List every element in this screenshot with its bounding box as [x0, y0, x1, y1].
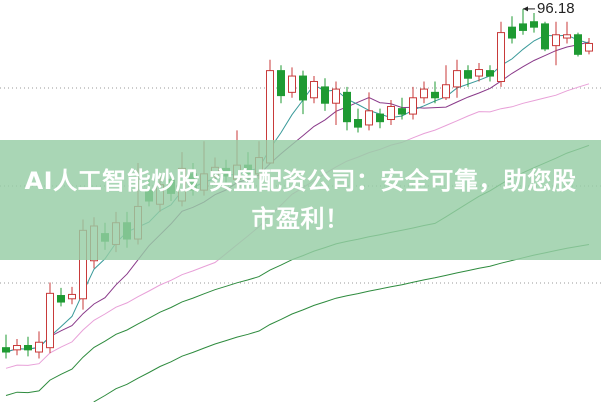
candle-up — [475, 69, 483, 77]
candle-down — [2, 347, 10, 353]
banner-title-line2: 市盈利！ — [251, 205, 350, 233]
candle-down — [321, 86, 329, 104]
candle-up — [288, 75, 296, 93]
high-marker-arrow-icon — [523, 6, 528, 12]
candle-down — [343, 91, 351, 123]
candle-up — [13, 345, 21, 351]
candle-up — [387, 105, 395, 121]
candle-up — [46, 292, 54, 349]
candle-up — [365, 110, 373, 126]
candle-up — [68, 293, 76, 300]
candle-up — [497, 32, 505, 82]
candle-up — [585, 42, 593, 52]
candle-up — [420, 88, 428, 99]
candle-down — [354, 119, 362, 128]
candle-down — [541, 23, 549, 50]
candle-up — [332, 88, 340, 104]
candle-up — [310, 80, 318, 99]
candle-down — [57, 295, 65, 303]
banner-title-line1: AI人工智能炒股 实盘配资公司：安全可靠，助您股 — [24, 167, 577, 195]
candle-up — [552, 34, 560, 47]
candle-down — [299, 75, 307, 101]
candle-up — [563, 34, 571, 39]
candle-up — [442, 84, 450, 99]
candle-down — [24, 345, 32, 351]
candle-down — [277, 70, 285, 97]
candle-down — [519, 23, 527, 31]
candle-up — [453, 70, 461, 88]
high-price-label: 96.18 — [537, 0, 575, 17]
title-banner: AI人工智能炒股 实盘配资公司：安全可靠，助您股 市盈利！ — [0, 140, 601, 260]
candle-down — [486, 70, 494, 77]
candle-up — [409, 97, 417, 115]
ma-long-line — [93, 244, 590, 402]
candle-down — [508, 26, 516, 39]
candle-down — [376, 113, 384, 123]
candle-down — [574, 34, 582, 55]
candle-up — [35, 341, 43, 353]
candle-down — [398, 108, 406, 115]
candle-down — [464, 70, 472, 79]
candle-down — [431, 91, 439, 99]
candle-down — [530, 21, 538, 28]
